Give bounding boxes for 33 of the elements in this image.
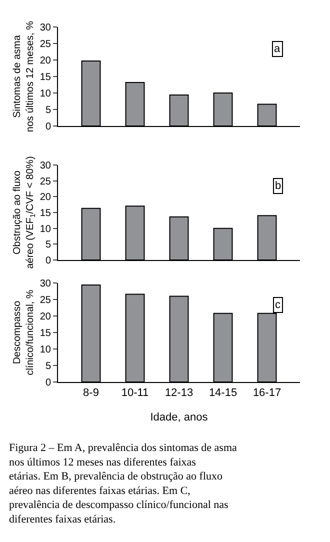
y-tick-label: 5 — [45, 105, 52, 116]
annotation: a — [274, 43, 281, 55]
x-tick-label: 8-9 — [83, 387, 99, 400]
y-tick-label: 15 — [40, 72, 52, 83]
y-tick-label: 30 — [40, 22, 52, 34]
y-tick-label: 5 — [45, 240, 52, 251]
y-axis-title: Sintomas de asma nos últimos 12 meses, % — [12, 20, 36, 132]
x-axis-title: Idade, anos — [150, 411, 208, 424]
y-tick-label: 25 — [40, 39, 52, 50]
y-tick-label: 10 — [40, 88, 52, 100]
x-tick-label: 16-17 — [252, 387, 282, 400]
text: Figura 2 – Em A, prevalência dos sintomas de asma nos últimos 12 meses nas diferentes faixas etárias. Em B, prevalência de obstrução ao fluxo aéreo nas diferentes faixas etárias. Em C, prevalência de descompasso clínico/funcional nas diferentes faixas etárias. — [9, 442, 238, 526]
x-tick-label: 10-11 — [121, 387, 149, 400]
y-tick-label: 10 — [40, 344, 52, 356]
y-tick-label: 5 — [45, 361, 52, 372]
y-axis-title: Descompasso clínico/funcional, % — [12, 290, 36, 376]
y-tick-label: 20 — [40, 192, 52, 204]
y-tick-label: 25 — [40, 295, 52, 306]
y-tick-label: 25 — [40, 176, 52, 188]
y-tick-label: 20 — [40, 312, 52, 322]
annotation: c — [275, 299, 281, 311]
y-tick-label: 30 — [40, 278, 52, 290]
y-tick-label: 15 — [40, 208, 52, 219]
y-tick-label: 0 — [45, 378, 52, 388]
y-tick-label: 15 — [40, 328, 52, 339]
y-tick-label: 30 — [40, 160, 52, 172]
x-tick-label: 12-13 — [164, 387, 194, 400]
y-tick-label: 10 — [40, 224, 52, 235]
annotation: b — [275, 180, 282, 192]
y-tick-label: 20 — [40, 56, 52, 66]
y-tick-label: 0 — [45, 122, 52, 132]
y-tick-label: 0 — [45, 256, 52, 266]
x-tick-label: 14-15 — [208, 387, 238, 400]
